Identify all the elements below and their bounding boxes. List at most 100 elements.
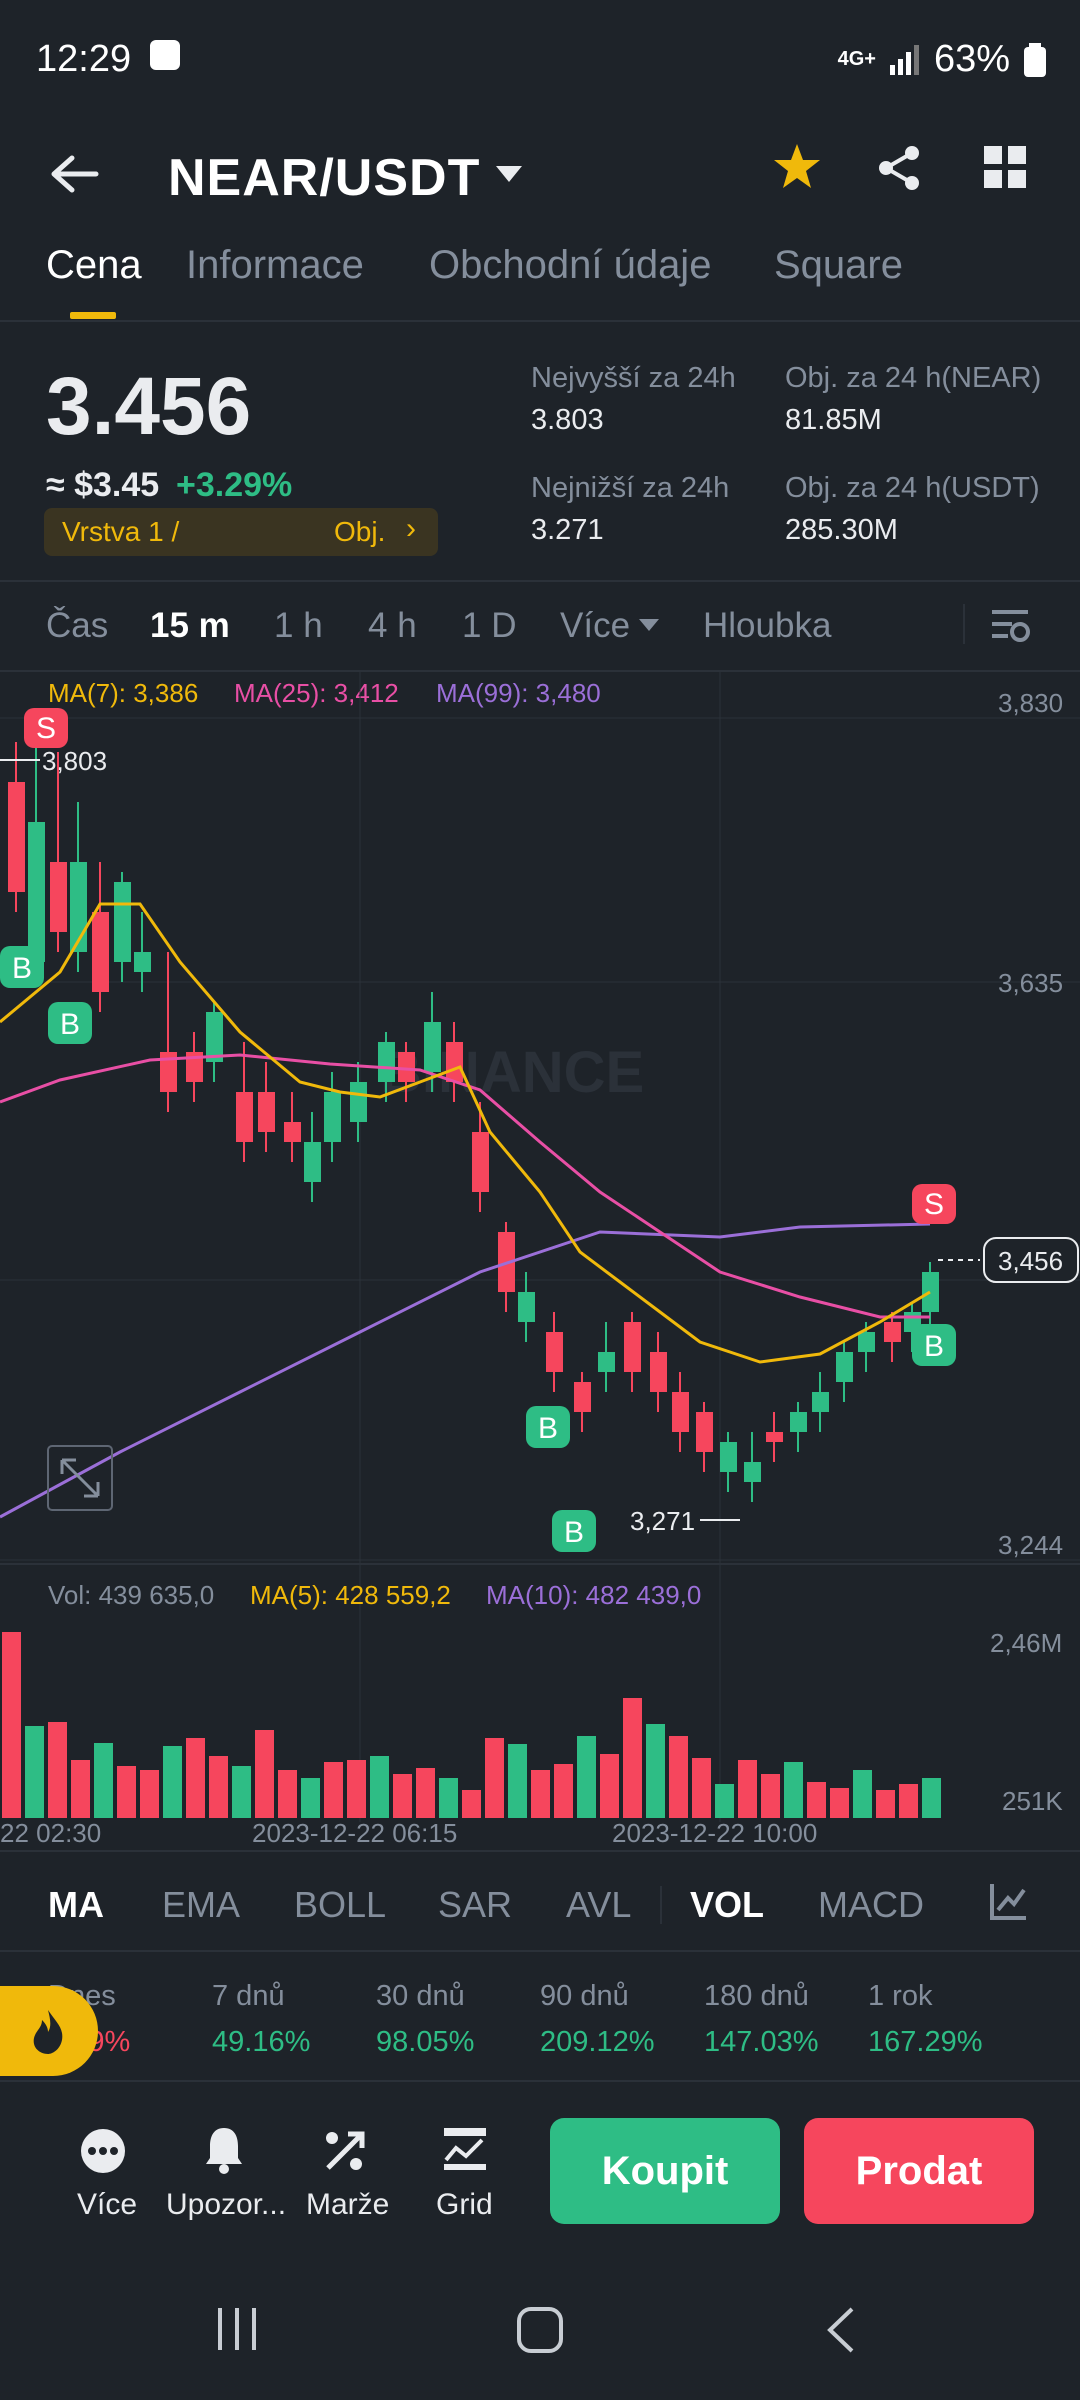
network-icon: 4G+ — [837, 48, 876, 70]
buy-marker — [912, 1324, 956, 1366]
volume-bar — [577, 1736, 596, 1818]
buy-button[interactable]: Koupit — [550, 2118, 780, 2224]
candle — [134, 952, 151, 972]
candle — [70, 862, 87, 952]
action-grid-label[interactable]: Grid — [436, 2188, 493, 2221]
indicator-macd[interactable]: MACD — [818, 1884, 924, 1925]
caret-down-icon[interactable] — [494, 164, 524, 184]
svg-text:B: B — [924, 1330, 944, 1363]
svg-text:B: B — [538, 1412, 558, 1445]
volume-bar — [623, 1698, 642, 1818]
vol-near-value: 81.85M — [785, 404, 882, 436]
margin-icon[interactable] — [322, 2128, 368, 2174]
volume-bar — [761, 1774, 780, 1818]
perf-label-30d: 30 dnů — [376, 1980, 465, 2012]
battery-icon — [1024, 42, 1046, 77]
ma7-legend: MA(7): 3,386 — [48, 678, 199, 708]
share-icon[interactable] — [876, 144, 924, 192]
volume-bar — [209, 1756, 228, 1818]
tab-square[interactable]: Square — [774, 243, 903, 287]
action-alerts-label[interactable]: Upozor... — [166, 2188, 287, 2221]
divider — [0, 1850, 1080, 1852]
svg-text:S: S — [36, 712, 56, 745]
timeframe-more[interactable]: Více — [560, 606, 631, 645]
floating-flame-button[interactable] — [0, 1986, 98, 2076]
time-label: 2023-12-22 10:00 — [612, 1818, 818, 1848]
volume-axis-bottom: 251K — [1002, 1786, 1063, 1816]
action-more-label[interactable]: Více — [77, 2188, 138, 2221]
candle — [546, 1332, 563, 1372]
low-value: 3.271 — [531, 514, 604, 546]
pair-title[interactable]: NEAR/USDT — [168, 149, 481, 207]
candle — [284, 1122, 301, 1142]
candle — [744, 1462, 761, 1482]
divider — [0, 1950, 1080, 1952]
candle — [324, 1092, 341, 1142]
divider — [660, 1886, 662, 1924]
timeframe-15m[interactable]: 15 m — [150, 606, 230, 645]
current-price-label: 3,456 — [998, 1246, 1063, 1276]
favorite-star-icon[interactable] — [772, 142, 822, 192]
tab-info[interactable]: Informace — [186, 243, 364, 287]
svg-text:S: S — [924, 1188, 944, 1221]
chevron-right-icon: › — [406, 512, 416, 545]
timeframe-1d[interactable]: 1 D — [462, 606, 517, 645]
indicator-settings-icon[interactable] — [988, 1882, 1028, 1922]
chart-settings-icon[interactable] — [990, 608, 1030, 644]
back-arrow-icon[interactable] — [50, 154, 100, 194]
indicator-ma[interactable]: MA — [48, 1884, 104, 1925]
candlestick-chart[interactable]: BINANCE 3,830 3,635 3,244 3,803 3,271 3,… — [0, 672, 1080, 1832]
volume-bar — [140, 1770, 159, 1818]
low-label: Nejnižší za 24h — [531, 472, 730, 504]
timeframe-1h[interactable]: 1 h — [274, 606, 323, 645]
candle — [766, 1432, 783, 1442]
volume-bar — [554, 1764, 573, 1818]
tab-indicator — [70, 312, 116, 319]
volume-bar — [416, 1768, 435, 1818]
volume-bar — [692, 1758, 711, 1818]
expand-icon[interactable] — [47, 1445, 113, 1511]
high-label: Nejvyšší za 24h — [531, 362, 736, 394]
recent-apps-icon[interactable] — [214, 2306, 260, 2352]
volume-bar — [393, 1774, 412, 1818]
timeframe-depth[interactable]: Hloubka — [703, 606, 832, 645]
sell-button[interactable]: Prodat — [804, 2118, 1034, 2224]
more-icon[interactable] — [80, 2128, 126, 2174]
indicator-sar[interactable]: SAR — [438, 1884, 513, 1925]
price-axis-mid: 3,635 — [998, 968, 1063, 998]
status-time: 12:29 — [36, 38, 132, 80]
candle — [518, 1292, 535, 1322]
perf-label-7d: 7 dnů — [212, 1980, 285, 2012]
divider — [0, 320, 1080, 322]
layer-tag[interactable]: Vrstva 1 / Obj. › — [44, 508, 438, 556]
indicator-avl[interactable]: AVL — [566, 1884, 632, 1925]
tab-trading-data[interactable]: Obchodní údaje — [429, 243, 712, 287]
volume-bar — [922, 1778, 941, 1818]
indicator-vol[interactable]: VOL — [690, 1884, 765, 1925]
volume-bar — [301, 1778, 320, 1818]
time-label: 2023-12-22 06:15 — [252, 1818, 458, 1848]
timeframe-4h[interactable]: 4 h — [368, 606, 417, 645]
sell-marker — [912, 1184, 956, 1224]
bell-icon[interactable] — [204, 2126, 244, 2174]
candle — [50, 862, 67, 932]
volume-bar — [669, 1736, 688, 1818]
ma25-legend: MA(25): 3,412 — [234, 678, 399, 708]
volume-bar — [186, 1738, 205, 1818]
action-margin-label[interactable]: Marže — [306, 2188, 390, 2221]
back-nav-icon[interactable] — [826, 2306, 856, 2354]
grid-trading-icon[interactable] — [442, 2126, 488, 2172]
tab-price[interactable]: Cena — [46, 243, 142, 287]
candle — [258, 1092, 275, 1132]
indicator-ema[interactable]: EMA — [162, 1884, 241, 1925]
buy-marker — [0, 946, 44, 988]
timeframe-time[interactable]: Čas — [46, 606, 109, 645]
candle — [350, 1082, 367, 1122]
grid-menu-icon[interactable] — [984, 146, 1026, 188]
perf-value-7d: 49.16% — [212, 2026, 311, 2058]
volume-bar — [876, 1790, 895, 1818]
indicator-boll[interactable]: BOLL — [294, 1884, 387, 1925]
volume-bar — [163, 1746, 182, 1818]
vol-near-label: Obj. za 24 h(NEAR) — [785, 362, 1042, 394]
home-icon[interactable] — [516, 2306, 564, 2354]
